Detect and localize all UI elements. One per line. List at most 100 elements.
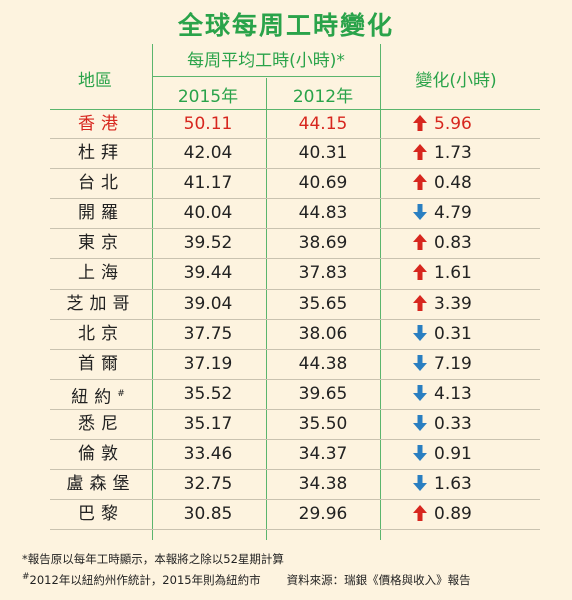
hours-2012: 38.69	[298, 233, 348, 254]
up-arrow-icon	[413, 234, 427, 251]
hours-2015: 50.11	[183, 114, 233, 134]
up-arrow-icon	[413, 505, 427, 522]
city-name: 芝加哥	[50, 290, 152, 319]
hours-2012: 35.50	[298, 413, 348, 434]
change-value: 1.61	[434, 263, 472, 284]
change-cell: 0.91	[386, 440, 540, 469]
table-row: 開羅 40.04 44.83 4.79	[50, 199, 540, 230]
change-value: 0.31	[434, 323, 472, 344]
city-name: 台北	[50, 169, 152, 198]
change-value: 1.63	[434, 474, 472, 495]
hours-2015: 42.04	[183, 143, 233, 164]
down-arrow-icon	[413, 384, 427, 401]
table-row: 台北 41.17 40.69 0.48	[50, 169, 540, 200]
change-cell: 3.39	[386, 290, 540, 319]
down-arrow-icon	[413, 445, 427, 462]
city-name: 首爾	[50, 350, 152, 379]
change-value: 1.73	[434, 143, 472, 164]
table-row: 杜拜 42.04 40.31 1.73	[50, 139, 540, 170]
change-cell: 7.19	[386, 350, 540, 379]
hours-2012: 34.38	[298, 474, 348, 495]
page-title: 全球每周工時變化	[177, 11, 394, 40]
change-value: 4.79	[434, 203, 472, 224]
change-value: 0.33	[434, 413, 472, 434]
city-label: 悉尼	[78, 413, 124, 434]
footnotes: *報告原以每年工時顯示，本報將之除以52星期計算 #2012年以紐約州作統計，2…	[22, 550, 471, 589]
hours-2012: 40.31	[298, 143, 348, 164]
table-row: 北京 37.75 38.06 0.31	[50, 320, 540, 350]
divider-city	[152, 44, 153, 540]
table-row: 倫敦 33.46 34.37 0.91	[50, 440, 540, 471]
data-table: 香港 50.11 44.15 5.96 杜拜 42.04 40.31 1.73 台北 41.17 4…	[50, 109, 540, 531]
city-label: 盧森堡	[66, 474, 136, 495]
up-arrow-icon	[413, 174, 427, 191]
city-name: 香港	[50, 110, 152, 139]
hours-2015: 41.17	[183, 173, 233, 194]
hours-2012: 39.65	[298, 383, 348, 404]
hours-2015: 40.04	[183, 203, 233, 224]
hours-2015: 39.52	[183, 233, 233, 254]
footnote-2: #2012年以紐約州作統計，2015年則為紐約市 資料來源：瑞銀《價格與收入》報告	[22, 568, 471, 589]
hours-2012: 29.96	[298, 504, 348, 525]
data-source: 資料來源：瑞銀《價格與收入》報告	[286, 572, 471, 587]
table-row: 東京 39.52 38.69 0.83	[50, 229, 540, 260]
table-row: 紐約# 35.52 39.65 4.13	[50, 380, 540, 410]
change-value: 3.39	[434, 293, 472, 314]
city-name: 開羅	[50, 199, 152, 228]
change-cell: 0.89	[386, 500, 540, 529]
city-label: 首爾	[78, 353, 124, 374]
header-year-2015: 2015年	[177, 87, 239, 107]
city-name: 紐約#	[50, 380, 152, 409]
table-row: 上海 39.44 37.83 1.61	[50, 259, 540, 290]
up-arrow-icon	[413, 115, 427, 131]
table-row: 首爾 37.19 44.38 7.19	[50, 350, 540, 380]
change-value: 0.83	[434, 233, 472, 254]
change-cell: 0.33	[386, 410, 540, 439]
change-cell: 1.61	[386, 259, 540, 288]
city-name: 杜拜	[50, 139, 152, 168]
change-cell: 0.83	[386, 229, 540, 258]
city-name: 東京	[50, 229, 152, 258]
header-change: 變化(小時)	[415, 71, 497, 91]
hours-2012: 38.06	[298, 323, 348, 344]
down-arrow-icon	[413, 475, 427, 492]
city-name: 上海	[50, 259, 152, 288]
change-value: 4.13	[434, 383, 472, 404]
hours-2015: 35.52	[183, 383, 233, 404]
change-cell: 0.48	[386, 169, 540, 198]
table-row: 巴黎 30.85 29.96 0.89	[50, 500, 540, 531]
down-arrow-icon	[413, 414, 427, 431]
hours-2015: 35.17	[183, 413, 233, 434]
change-value: 0.48	[434, 173, 472, 194]
city-name: 北京	[50, 320, 152, 349]
city-name: 悉尼	[50, 410, 152, 439]
city-label: 北京	[78, 323, 124, 344]
change-value: 0.91	[434, 444, 472, 465]
down-arrow-icon	[413, 204, 427, 221]
hours-2015: 32.75	[183, 474, 233, 495]
divider-years	[266, 78, 267, 540]
footnote-mark: #	[22, 572, 30, 582]
up-arrow-icon	[413, 264, 427, 281]
hours-2012: 34.37	[298, 444, 348, 465]
divider-header	[152, 76, 380, 77]
city-label: 紐約	[71, 387, 118, 408]
hours-2012: 35.65	[298, 293, 348, 314]
divider-change	[380, 44, 381, 540]
city-label: 芝加哥	[66, 293, 136, 314]
change-cell: 4.79	[386, 199, 540, 228]
hours-2015: 39.04	[183, 293, 233, 314]
table-row: 悉尼 35.17 35.50 0.33	[50, 410, 540, 441]
table-row: 香港 50.11 44.15 5.96	[50, 109, 540, 140]
change-value: 7.19	[434, 353, 472, 374]
hours-2015: 37.19	[183, 353, 233, 374]
city-label: 台北	[78, 173, 124, 194]
header-city: 地區	[78, 71, 112, 91]
change-cell: 0.31	[386, 320, 540, 349]
hours-2015: 33.46	[183, 444, 233, 465]
hours-2012: 44.15	[298, 114, 348, 134]
hours-2012: 37.83	[298, 263, 348, 284]
table-row: 盧森堡 32.75 34.38 1.63	[50, 470, 540, 501]
down-arrow-icon	[413, 324, 427, 341]
city-name: 巴黎	[50, 500, 152, 529]
